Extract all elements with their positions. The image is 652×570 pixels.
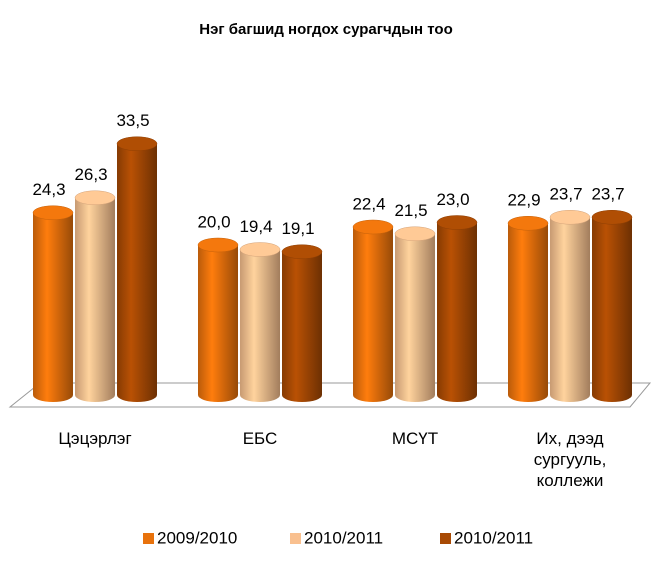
value-label: 33,5 [116, 111, 149, 130]
value-label: 23,0 [436, 190, 469, 209]
bar [395, 233, 435, 402]
bar-top [549, 210, 591, 225]
x-tick-label: МСҮТ [391, 429, 439, 448]
legend-label: 2009/2010 [157, 528, 237, 547]
value-label: 23,7 [549, 185, 582, 204]
legend-swatch [440, 533, 451, 544]
bar [550, 217, 590, 402]
value-label: 22,9 [507, 191, 540, 210]
bar [75, 197, 115, 402]
bar [437, 222, 477, 402]
value-label: 23,7 [591, 185, 624, 204]
legend-swatch [290, 533, 301, 544]
bar [282, 251, 322, 402]
bar [240, 249, 280, 402]
value-label: 19,4 [239, 217, 272, 236]
bar-top [74, 190, 116, 205]
legend-swatch [143, 533, 154, 544]
bar-top [394, 226, 436, 241]
bar [117, 143, 157, 402]
value-label: 22,4 [352, 194, 385, 213]
bar [353, 227, 393, 402]
value-label: 21,5 [394, 201, 427, 220]
value-label: 19,1 [281, 219, 314, 238]
bar-top [197, 237, 239, 253]
bar-top [116, 136, 158, 151]
floor [8, 382, 652, 408]
value-label: 20,0 [197, 212, 230, 231]
bar-top [32, 205, 74, 220]
legend-label: 2010/2011 [304, 528, 383, 547]
bar-top [436, 215, 478, 230]
chart-title: Нэг багшид ногдох сурагчдын тоо [199, 21, 453, 38]
x-tick-label: Цэцэрлэг [58, 429, 132, 448]
bar [33, 212, 73, 402]
bar-top [239, 242, 281, 257]
bar-top [281, 244, 323, 259]
bar-top [352, 219, 394, 235]
value-label: 24,3 [32, 180, 65, 199]
bar-top [591, 210, 633, 225]
bar [508, 223, 548, 402]
x-tick-label: ЕБС [242, 429, 278, 448]
value-label: 26,3 [74, 165, 107, 184]
bar [198, 245, 238, 402]
bar-top [507, 216, 549, 231]
bar [592, 217, 632, 402]
x-tick-label: Их, дээд сургууль, коллежи [533, 429, 607, 490]
legend-label: 2010/2011 [454, 528, 533, 547]
